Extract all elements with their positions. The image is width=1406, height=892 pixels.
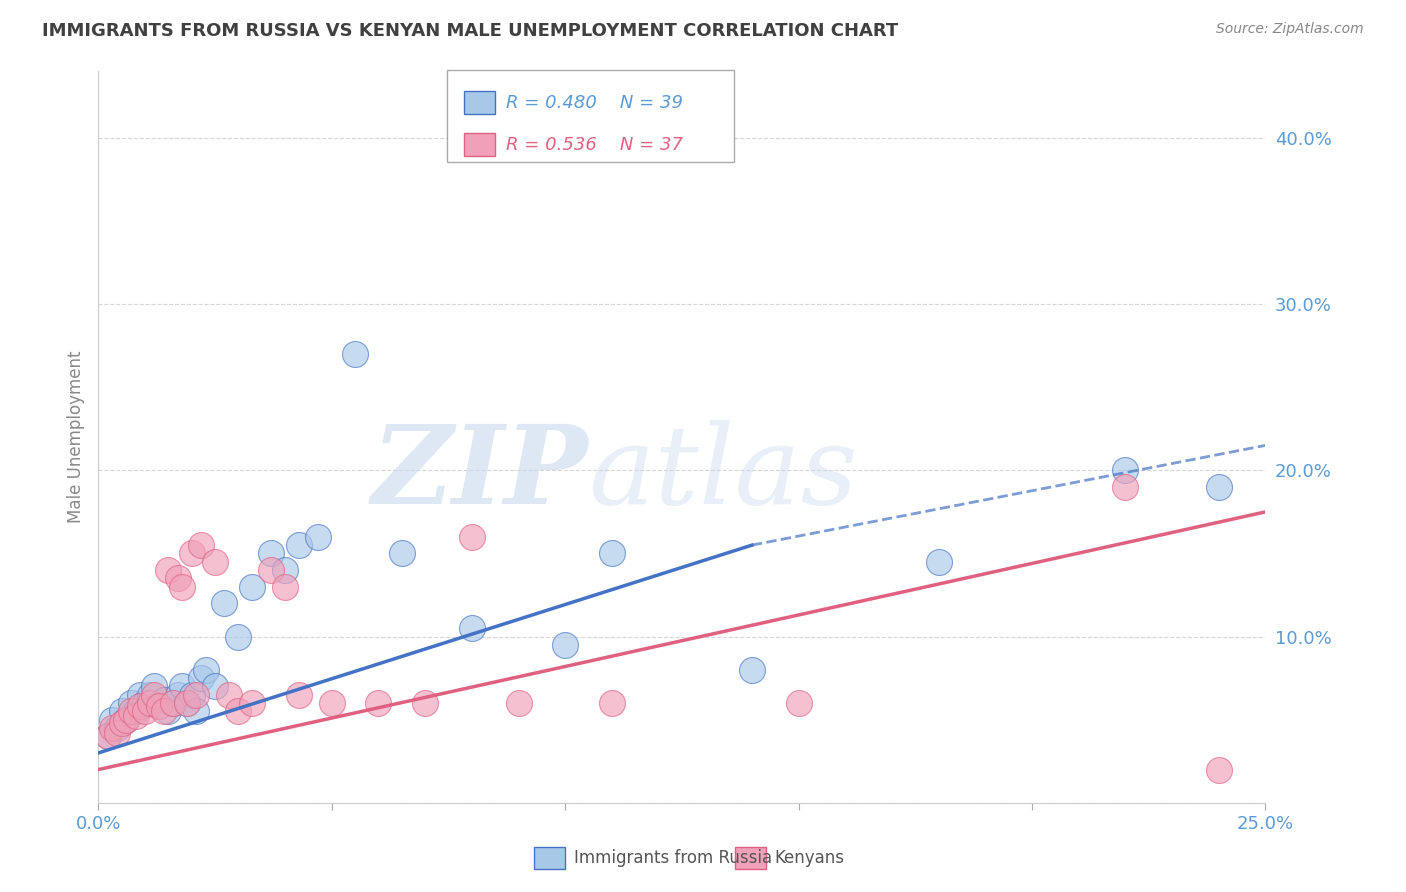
Point bbox=[260, 546, 283, 560]
Point bbox=[129, 688, 152, 702]
Point bbox=[391, 546, 413, 560]
Point bbox=[242, 696, 264, 710]
Point bbox=[172, 580, 194, 594]
Point bbox=[186, 688, 208, 702]
Point bbox=[288, 538, 311, 552]
Point bbox=[242, 580, 264, 594]
Point bbox=[288, 688, 311, 702]
Point bbox=[190, 538, 212, 552]
Point bbox=[166, 571, 188, 585]
Text: R = 0.536    N = 37: R = 0.536 N = 37 bbox=[506, 136, 683, 153]
Point bbox=[111, 705, 134, 719]
Text: IMMIGRANTS FROM RUSSIA VS KENYAN MALE UNEMPLOYMENT CORRELATION CHART: IMMIGRANTS FROM RUSSIA VS KENYAN MALE UN… bbox=[42, 22, 898, 40]
Point bbox=[157, 563, 180, 577]
Point bbox=[344, 347, 367, 361]
Point bbox=[461, 530, 484, 544]
Point bbox=[228, 705, 250, 719]
Point bbox=[105, 721, 128, 735]
Point bbox=[115, 713, 138, 727]
Point bbox=[554, 638, 576, 652]
Text: Kenyans: Kenyans bbox=[775, 849, 845, 867]
Point bbox=[214, 596, 236, 610]
Point bbox=[134, 696, 156, 710]
Point bbox=[186, 705, 208, 719]
Point bbox=[162, 696, 184, 710]
Point bbox=[194, 663, 217, 677]
Point bbox=[413, 696, 436, 710]
Point bbox=[508, 696, 530, 710]
Point bbox=[228, 630, 250, 644]
Point bbox=[461, 621, 484, 635]
Point bbox=[180, 688, 202, 702]
Point bbox=[600, 546, 623, 560]
Point bbox=[741, 663, 763, 677]
Y-axis label: Male Unemployment: Male Unemployment bbox=[66, 351, 84, 524]
Point bbox=[111, 716, 134, 731]
Text: R = 0.480    N = 39: R = 0.480 N = 39 bbox=[506, 94, 683, 112]
Point bbox=[162, 696, 184, 710]
Point bbox=[152, 705, 174, 719]
Point bbox=[101, 713, 124, 727]
Point bbox=[260, 563, 283, 577]
Point bbox=[148, 699, 170, 714]
Point bbox=[190, 671, 212, 685]
Point bbox=[143, 680, 166, 694]
Point bbox=[928, 555, 950, 569]
Point bbox=[101, 721, 124, 735]
Point bbox=[600, 696, 623, 710]
Point bbox=[307, 530, 329, 544]
Point bbox=[139, 688, 162, 702]
Point bbox=[1114, 463, 1136, 477]
Point bbox=[125, 709, 148, 723]
Point bbox=[176, 696, 198, 710]
Point bbox=[204, 555, 226, 569]
Point bbox=[172, 680, 194, 694]
Point bbox=[120, 696, 142, 710]
Text: Source: ZipAtlas.com: Source: ZipAtlas.com bbox=[1216, 22, 1364, 37]
Text: ZIP: ZIP bbox=[373, 420, 589, 527]
Point bbox=[105, 726, 128, 740]
Point bbox=[120, 705, 142, 719]
Text: Immigrants from Russia: Immigrants from Russia bbox=[574, 849, 772, 867]
Point bbox=[152, 692, 174, 706]
Point bbox=[321, 696, 343, 710]
Point bbox=[157, 705, 180, 719]
Point bbox=[139, 696, 162, 710]
Point bbox=[125, 705, 148, 719]
Point bbox=[115, 713, 138, 727]
Point bbox=[787, 696, 810, 710]
Point bbox=[274, 563, 297, 577]
Point bbox=[176, 696, 198, 710]
Point bbox=[180, 546, 202, 560]
Point bbox=[97, 729, 120, 743]
Point bbox=[204, 680, 226, 694]
Point bbox=[143, 688, 166, 702]
Point bbox=[129, 699, 152, 714]
Point bbox=[97, 729, 120, 743]
Point bbox=[1208, 763, 1230, 777]
Point bbox=[367, 696, 389, 710]
Text: atlas: atlas bbox=[589, 420, 858, 527]
Point bbox=[134, 705, 156, 719]
Point bbox=[1114, 480, 1136, 494]
Point bbox=[274, 580, 297, 594]
Point bbox=[166, 688, 188, 702]
Point bbox=[218, 688, 240, 702]
Point bbox=[148, 699, 170, 714]
Point bbox=[1208, 480, 1230, 494]
